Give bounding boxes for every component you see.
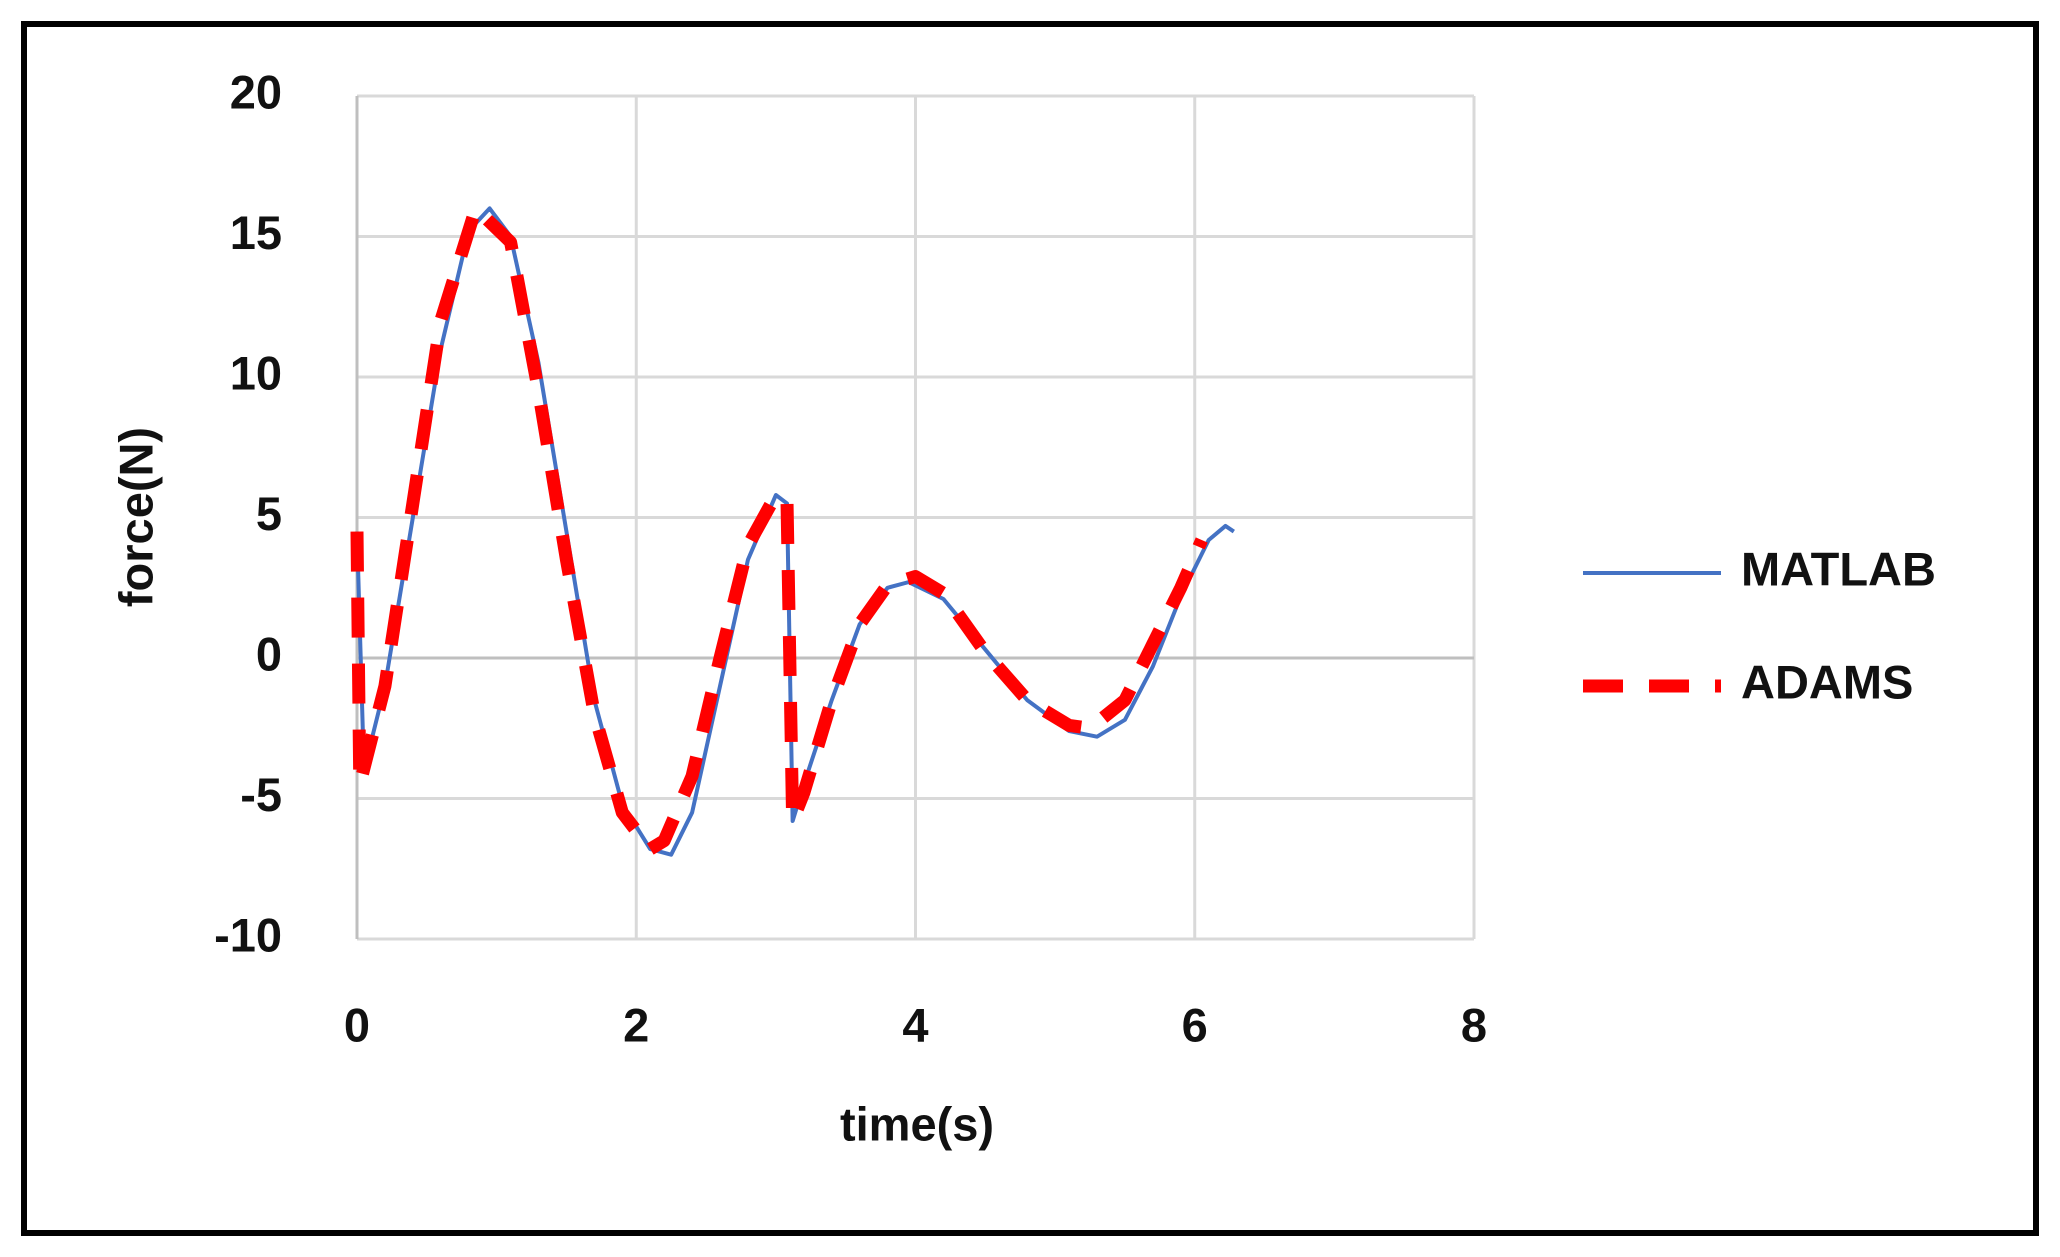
- legend-label: ADAMS: [1741, 655, 1913, 708]
- x-tick-label: 8: [1461, 998, 1487, 1051]
- frame: [21, 21, 2039, 1236]
- y-tick-label: 15: [230, 206, 282, 259]
- x-axis-title: time(s): [840, 1097, 994, 1150]
- legend-label: MATLAB: [1741, 542, 1936, 595]
- x-tick-label: 6: [1182, 998, 1208, 1051]
- y-tick-label: 0: [256, 627, 282, 680]
- data-line: [350, 201, 1208, 856]
- x-tick-label: 0: [344, 998, 370, 1051]
- y-tick-label: 10: [230, 346, 282, 399]
- y-axis-title: force(N): [109, 427, 162, 607]
- data-line: [355, 206, 1235, 857]
- y-tick-label: 20: [230, 65, 282, 118]
- y-tick-label: 5: [256, 487, 282, 540]
- y-tick-label: -10: [214, 908, 282, 961]
- x-tick-label: 4: [902, 998, 928, 1051]
- x-tick-label: 2: [623, 998, 649, 1051]
- y-tick-label: -5: [240, 768, 282, 821]
